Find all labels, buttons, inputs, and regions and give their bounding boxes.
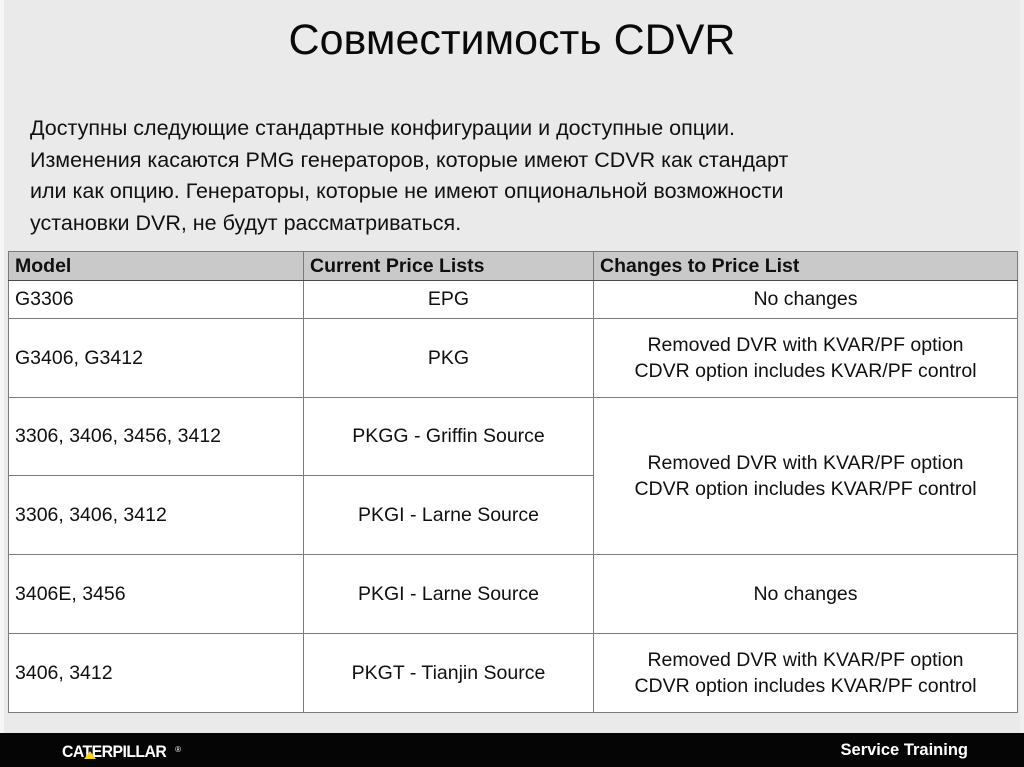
changes-line-1: Removed DVR with KVAR/PF option bbox=[647, 649, 964, 671]
changes-line-2: CDVR option includes KVAR/PF control bbox=[634, 478, 977, 500]
table-header: Model Current Price Lists Changes to Pri… bbox=[8, 251, 1018, 281]
intro-paragraph: Доступны следующие стандартные конфигура… bbox=[30, 113, 995, 239]
right-edge-strip bbox=[1020, 0, 1024, 733]
footer-right-label: Service Training bbox=[840, 741, 968, 759]
table-row: 3406E, 3456 PKGI - Larne Source No chang… bbox=[8, 554, 1018, 634]
cell-model: 3406E, 3456 bbox=[8, 554, 304, 634]
cell-model: 3406, 3412 bbox=[8, 633, 304, 713]
table-row: G3406, G3412 PKG Removed DVR with KVAR/P… bbox=[8, 318, 1018, 398]
table-body: G3306 EPG No changes G3406, G3412 PKG Re… bbox=[8, 280, 1018, 713]
cell-price-list: PKGI - Larne Source bbox=[303, 554, 594, 634]
caterpillar-logo: CATERPILLAR ® bbox=[62, 742, 181, 761]
cell-changes: Removed DVR with KVAR/PF option CDVR opt… bbox=[593, 318, 1018, 398]
cell-model: 3306, 3406, 3456, 3412 bbox=[8, 397, 304, 476]
caterpillar-wordmark: CATERPILLAR bbox=[62, 742, 167, 761]
table-header-row: Model Current Price Lists Changes to Pri… bbox=[8, 251, 1018, 281]
cell-model: G3406, G3412 bbox=[8, 318, 304, 398]
cell-price-list: PKG bbox=[303, 318, 594, 398]
intro-line-1: Доступны следующие стандартные конфигура… bbox=[30, 116, 736, 140]
changes-line-1: Removed DVR with KVAR/PF option bbox=[647, 452, 964, 474]
compatibility-table: Model Current Price Lists Changes to Pri… bbox=[8, 251, 1018, 713]
table-row: 3306, 3406, 3456, 3412 PKGG - Griffin So… bbox=[8, 397, 1018, 555]
cell-price-list: PKGT - Tianjin Source bbox=[303, 633, 594, 713]
cell-changes: Removed DVR with KVAR/PF option CDVR opt… bbox=[593, 633, 1018, 713]
cell-model: 3306, 3406, 3412 bbox=[8, 475, 304, 555]
intro-line-2: Изменения касаются PMG генераторов, кото… bbox=[30, 147, 789, 172]
column-header-price-lists: Current Price Lists bbox=[303, 251, 594, 281]
table-row: G3306 EPG No changes bbox=[8, 280, 1018, 319]
intro-line-4: установки DVR, не будут рассматриваться. bbox=[30, 210, 462, 235]
changes-line-1: Removed DVR with KVAR/PF option bbox=[647, 334, 964, 356]
footer-bar: CATERPILLAR ® Service Training bbox=[0, 733, 1024, 767]
column-header-changes: Changes to Price List bbox=[593, 251, 1018, 281]
cell-price-list: PKGG - Griffin Source bbox=[303, 397, 594, 476]
left-edge-strip bbox=[0, 0, 4, 733]
cell-model: G3306 bbox=[8, 280, 304, 319]
caterpillar-triangle-icon bbox=[84, 751, 96, 759]
cell-price-list: EPG bbox=[303, 280, 594, 319]
registered-trademark-icon: ® bbox=[175, 745, 181, 754]
compatibility-table-wrapper: Model Current Price Lists Changes to Pri… bbox=[8, 251, 1018, 713]
intro-line-3: или как опцию. Генераторы, которые не им… bbox=[30, 179, 784, 203]
cell-price-list: PKGI - Larne Source bbox=[303, 475, 594, 555]
changes-line-2: CDVR option includes KVAR/PF control bbox=[634, 675, 977, 697]
table-row: 3306, 3406, 3412 PKGI - Larne Source bbox=[8, 475, 1018, 555]
cell-changes: No changes bbox=[593, 280, 1018, 319]
changes-line-2: CDVR option includes KVAR/PF control bbox=[634, 360, 977, 382]
page-title: Совместимость CDVR bbox=[288, 16, 736, 64]
table-row: 3406, 3412 PKGT - Tianjin Source Removed… bbox=[8, 633, 1018, 713]
cell-changes: No changes bbox=[593, 554, 1018, 634]
cell-changes-merged: Removed DVR with KVAR/PF option CDVR opt… bbox=[593, 397, 1018, 555]
column-header-model: Model bbox=[8, 251, 304, 281]
